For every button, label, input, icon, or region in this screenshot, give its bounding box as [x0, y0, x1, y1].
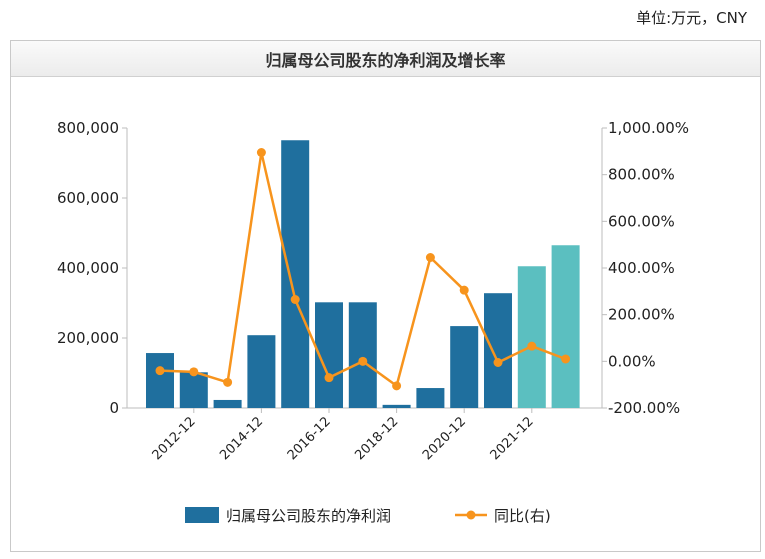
legend-swatch-bar: [185, 507, 219, 523]
chart-panel: 归属母公司股东的净利润及增长率: [10, 40, 761, 552]
left-tick-label: 200,000: [57, 329, 119, 347]
bar: [484, 293, 512, 408]
yoy-point: [527, 341, 537, 351]
legend-label-bar: 归属母公司股东的净利润: [226, 507, 391, 525]
x-tick-label: 2018-12: [352, 414, 401, 463]
legend-label-line: 同比(右): [494, 507, 551, 525]
x-tick-label: 2014-12: [217, 414, 266, 463]
yoy-point: [256, 148, 266, 157]
yoy-point: [189, 367, 199, 377]
right-tick-label: 800.00%: [608, 166, 675, 184]
right-tick-label: 400.00%: [608, 259, 675, 277]
yoy-point: [358, 356, 368, 366]
bar: [450, 326, 479, 408]
left-tick-label: 400,000: [57, 259, 119, 277]
chart-title: 归属母公司股东的净利润及增长率: [11, 41, 760, 77]
right-tick-label: 1,000.00%: [608, 119, 689, 137]
right-tick-label: 600.00%: [608, 212, 675, 230]
yoy-point: [324, 373, 334, 383]
yoy-point: [425, 253, 435, 262]
yoy-point: [223, 377, 233, 387]
x-tick-label: 2012-12: [150, 414, 199, 463]
left-tick-label: 600,000: [57, 189, 119, 207]
right-tick-label: 200.00%: [608, 306, 675, 324]
right-tick-label: 0.00%: [608, 352, 656, 370]
yoy-point: [493, 358, 503, 367]
unit-label: 单位:万元，CNY: [636, 9, 747, 27]
yoy-point: [561, 354, 571, 364]
left-tick-label: 800,000: [57, 119, 119, 137]
bar: [281, 140, 310, 408]
bar: [179, 372, 208, 408]
right-tick-label: -200.00%: [608, 399, 680, 417]
x-tick-label: 2016-12: [285, 414, 334, 463]
bar: [213, 399, 242, 408]
bar: [517, 266, 546, 408]
bar: [551, 245, 580, 408]
bar: [247, 335, 276, 408]
x-tick-label: 2021-12: [488, 414, 537, 463]
yoy-point: [155, 366, 165, 376]
legend-swatch-dot: [466, 510, 476, 520]
left-tick-label: 0: [109, 399, 119, 417]
yoy-point: [392, 381, 402, 391]
yoy-point: [290, 295, 300, 304]
bar: [348, 302, 377, 408]
bar: [382, 404, 411, 408]
x-tick-label: 2020-12: [420, 414, 469, 463]
yoy-point: [459, 285, 469, 295]
bar: [146, 353, 174, 408]
bar: [416, 388, 445, 408]
